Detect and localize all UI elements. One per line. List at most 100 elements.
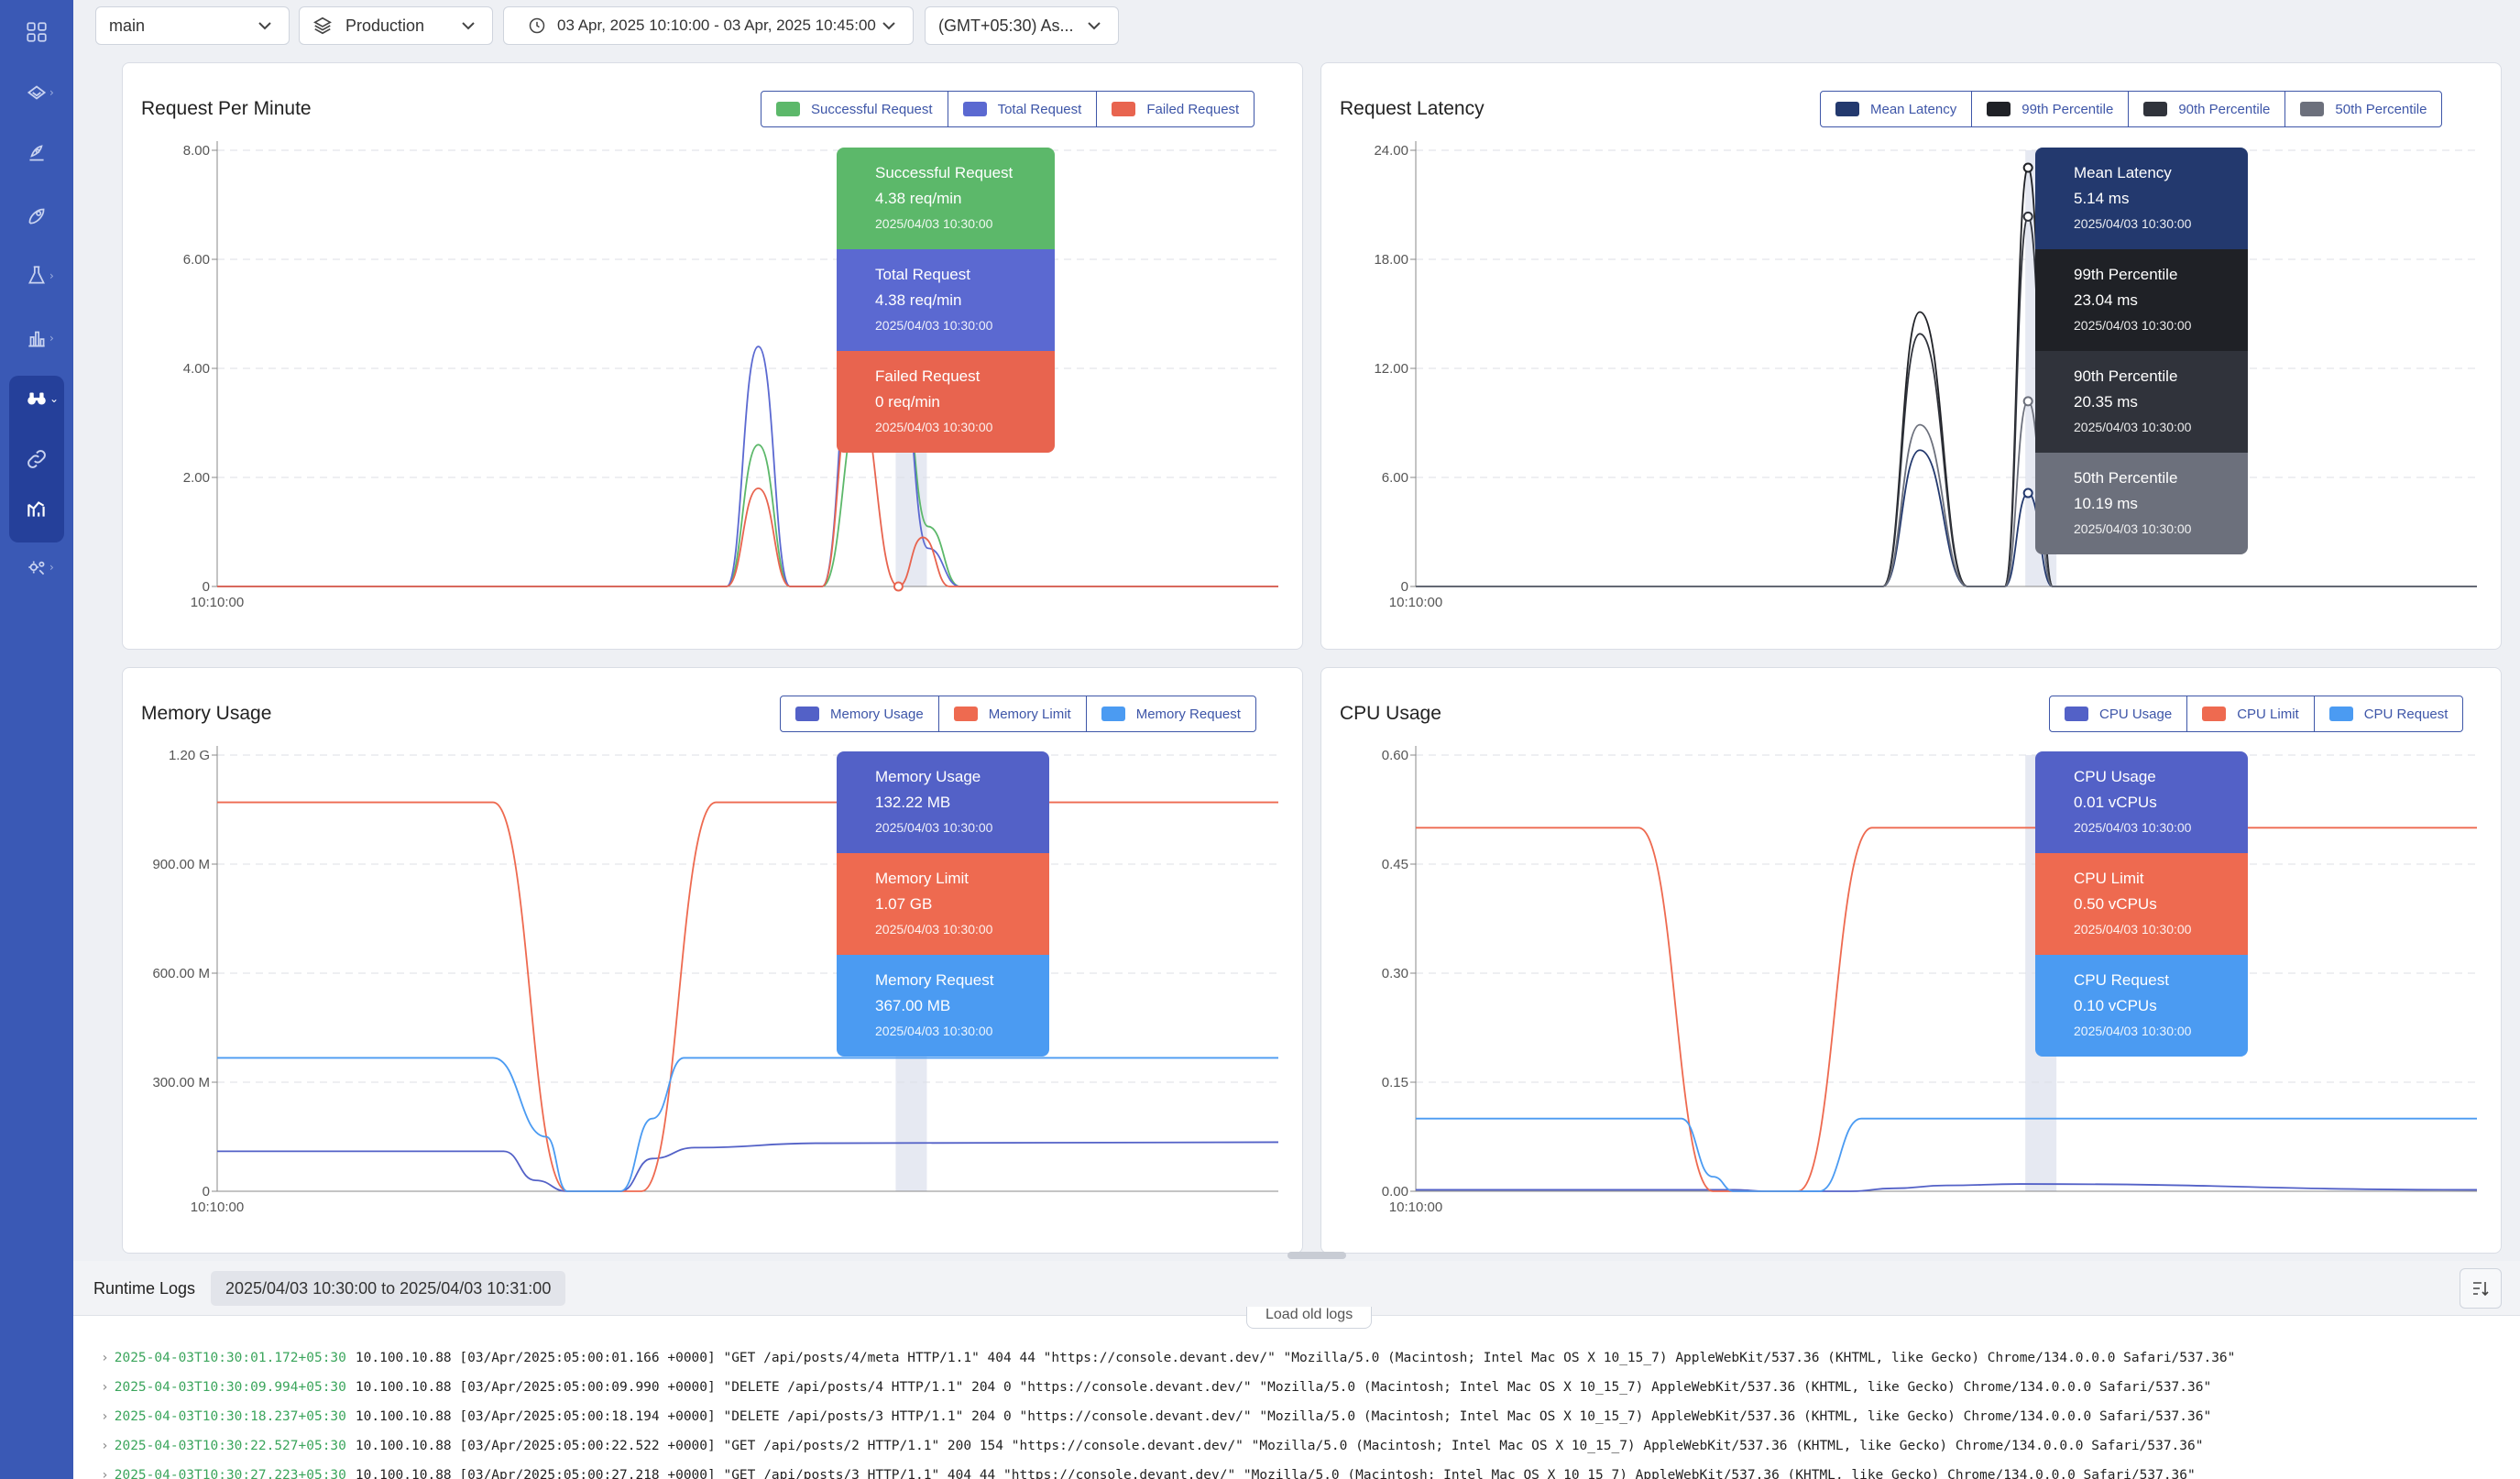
y-tick-label: 18.00 (1374, 252, 1408, 268)
clock-icon (529, 17, 545, 34)
filter-bar: main Production 03 Apr, 2025 10:10:00 - … (73, 0, 2520, 57)
legend-swatch (776, 102, 800, 116)
legend-label: Failed Request (1146, 101, 1240, 117)
legend-failed-request[interactable]: Failed Request (1097, 92, 1254, 126)
tooltip-time: 2025/04/03 10:30:00 (875, 922, 993, 937)
log-timestamp: 2025-04-03T10:30:27.223+05:30 (114, 1468, 346, 1479)
legend-swatch (2300, 102, 2325, 116)
environment-select[interactable]: Production (299, 6, 493, 45)
legend-mean-latency[interactable]: Mean Latency (1821, 92, 1973, 126)
legend-swatch (2065, 707, 2088, 721)
branch-select[interactable]: main (95, 6, 290, 45)
tooltip-cpu-limit: CPU Limit 0.50 vCPUs 2025/04/03 10:30:00 (2035, 853, 2248, 955)
series-line-total-request (216, 220, 1278, 587)
tooltip-time: 2025/04/03 10:30:00 (875, 820, 993, 835)
request-per-minute-chart[interactable]: 8.00 6.00 4.00 2.00 010:10:00 (123, 63, 1304, 651)
legend-memory-request[interactable]: Memory Request (1087, 696, 1255, 731)
sidebar-item-deploy[interactable] (0, 125, 73, 181)
legend-memory-usage[interactable]: Memory Usage (781, 696, 939, 731)
legend-90th-percentile[interactable]: 90th Percentile (2129, 92, 2286, 126)
tooltip-cpu-request: CPU Request 0.10 vCPUs 2025/04/03 10:30:… (2035, 955, 2248, 1057)
legend-total-request[interactable]: Total Request (948, 92, 1098, 126)
tooltip-series-name: Total Request (875, 266, 970, 283)
load-old-logs-button[interactable]: Load old logs (1246, 1307, 1373, 1329)
link-icon (27, 450, 46, 468)
sidebar-item-test[interactable]: › (0, 247, 73, 304)
log-timestamp: 2025-04-03T10:30:09.994+05:30 (114, 1380, 346, 1395)
legend-swatch (1835, 102, 1859, 116)
legend-cpu-request[interactable]: CPU Request (2315, 696, 2463, 731)
tooltip-time: 2025/04/03 10:30:00 (2074, 521, 2192, 536)
y-tick-label: 12.00 (1374, 361, 1408, 377)
legend-label: CPU Limit (2237, 706, 2299, 722)
legend-cpu-limit[interactable]: CPU Limit (2187, 696, 2315, 731)
log-row[interactable]: › 2025-04-03T10:30:22.527+05:30 10.100.10.… (101, 1431, 2203, 1461)
legend-swatch (2202, 707, 2227, 721)
legend-label: Memory Limit (988, 706, 1071, 722)
log-row[interactable]: › 2025-04-03T10:30:01.172+05:30 10.100.10.… (101, 1343, 2235, 1373)
sidebar-observability-group (9, 376, 64, 542)
tooltip-series-name: Memory Limit (875, 870, 970, 887)
tooltip-time: 2025/04/03 10:30:00 (875, 318, 993, 333)
sidebar-item-components[interactable]: › (0, 64, 73, 121)
sidebar-item-launch[interactable] (0, 187, 73, 244)
tooltip-memory-request: Memory Request 367.00 MB 2025/04/03 10:3… (837, 955, 1049, 1057)
memory-usage-chart[interactable]: 1.20 G 900.00 M 600.00 M 300.00 M 010:10:00 (123, 668, 1304, 1254)
legend-memory-limit[interactable]: Memory Limit (939, 696, 1087, 731)
log-row[interactable]: › 2025-04-03T10:30:09.994+05:30 10.100.10.… (101, 1373, 2211, 1402)
tooltip-series-name: CPU Limit (2074, 870, 2144, 887)
tooltip-time: 2025/04/03 10:30:00 (875, 216, 993, 231)
hover-point (2022, 396, 2033, 407)
legend-cpu-usage[interactable]: CPU Usage (2050, 696, 2188, 731)
legend-label: Total Request (997, 101, 1082, 117)
chevron-right-icon: › (101, 1409, 109, 1424)
tooltip-total-request: Total Request 4.38 req/min 2025/04/03 10… (837, 249, 1055, 351)
legend-99th-percentile[interactable]: 99th Percentile (1972, 92, 2130, 126)
series-line-cpu-limit (1416, 827, 2477, 1192)
series-line-50th-percentile (1415, 400, 2477, 587)
branch-value: main (109, 16, 146, 35)
sidebar-item-observability[interactable]: ⌄ (0, 370, 73, 427)
sidebar-subitem-traces[interactable] (0, 431, 73, 488)
legend-label: 50th Percentile (2335, 101, 2427, 117)
y-tick-label: 0 (203, 1184, 210, 1200)
time-range-picker[interactable]: 03 Apr, 2025 10:10:00 - 03 Apr, 2025 10:… (503, 6, 914, 45)
chevron-right-icon: › (49, 561, 54, 574)
sidebar-item-insights[interactable]: › (0, 310, 73, 367)
tooltip-series-name: Mean Latency (2074, 164, 2172, 181)
y-tick-label: 0.30 (1382, 966, 1408, 981)
chevron-down-icon (1088, 22, 1101, 30)
sidebar-item-settings[interactable]: › (0, 539, 73, 596)
series-line-memory-limit (216, 801, 1278, 1192)
sort-logs-button[interactable] (2460, 1268, 2502, 1309)
resize-handle[interactable] (1287, 1252, 1346, 1259)
legend-50th-percentile[interactable]: 50th Percentile (2285, 92, 2441, 126)
tooltip-time: 2025/04/03 10:30:00 (2074, 922, 2192, 937)
chevron-down-icon (462, 22, 475, 30)
tooltip-time: 2025/04/03 10:30:00 (2074, 216, 2192, 231)
log-timestamp: 2025-04-03T10:30:22.527+05:30 (114, 1439, 346, 1453)
chevron-right-icon: › (101, 1380, 109, 1395)
environment-value: Production (345, 16, 425, 35)
legend-label: 99th Percentile (2021, 101, 2114, 117)
bar-chart-icon (28, 331, 45, 347)
sidebar-subitem-metrics[interactable] (0, 480, 73, 537)
chevron-right-icon: › (101, 1439, 109, 1453)
legend-label: Memory Usage (830, 706, 924, 722)
y-tick-label: 0 (203, 579, 210, 595)
chevron-right-icon: › (49, 269, 54, 282)
legend-swatch (962, 102, 987, 116)
tooltip-value: 23.04 ms (2074, 291, 2138, 309)
tooltip-time: 2025/04/03 10:30:00 (2074, 1024, 2192, 1038)
metrics-icon (27, 501, 45, 517)
request-latency-chart[interactable]: 24.00 18.00 12.00 6.00 010:10:00 (1321, 63, 2503, 651)
log-row[interactable]: › 2025-04-03T10:30:27.223+05:30 10.100.10.… (101, 1461, 2196, 1479)
sidebar-item-overview[interactable] (0, 4, 73, 60)
y-tick-label: 1.20 G (169, 748, 210, 763)
timezone-select[interactable]: (GMT+05:30) As... (925, 6, 1119, 45)
log-row[interactable]: › 2025-04-03T10:30:18.237+05:30 10.100.10.… (101, 1402, 2211, 1431)
tooltip-value: 132.22 MB (875, 794, 951, 811)
y-tick-label: 0.00 (1382, 1184, 1408, 1200)
legend-successful-request[interactable]: Successful Request (761, 92, 948, 126)
